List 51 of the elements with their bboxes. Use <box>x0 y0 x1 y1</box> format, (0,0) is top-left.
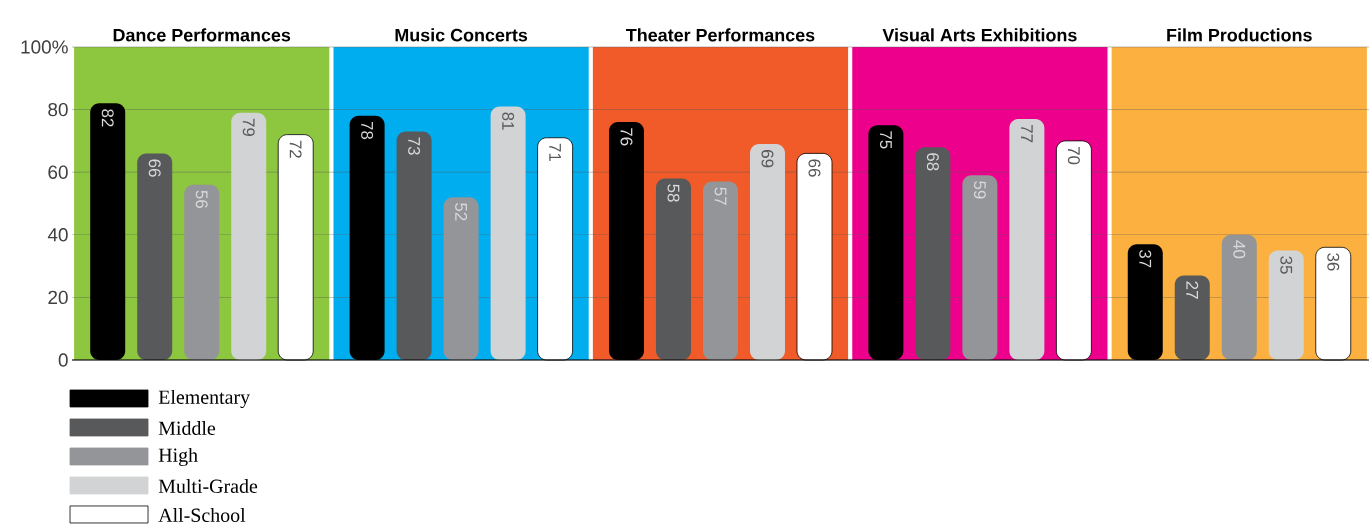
bar <box>1221 234 1257 360</box>
bar <box>490 106 526 360</box>
bar <box>1268 250 1304 360</box>
y-tick-label: 0 <box>58 353 68 367</box>
data-label: 37 <box>1139 250 1152 268</box>
legend-label: Elementary <box>158 389 250 409</box>
bar <box>962 175 998 360</box>
data-label: 72 <box>289 140 302 158</box>
data-label: 68 <box>926 153 939 171</box>
y-tick-label: 40 <box>47 228 68 242</box>
bar <box>184 184 220 360</box>
data-label: 27 <box>1186 281 1199 299</box>
y-tick-label: 20 <box>48 290 68 305</box>
legend-label: Multi-Grade <box>158 478 258 493</box>
data-label: 58 <box>667 184 680 202</box>
bar <box>231 112 267 360</box>
data-label: 81 <box>502 112 515 130</box>
x-tick-label: Music Concerts <box>395 28 528 42</box>
x-tick-label: Film Productions <box>1167 28 1312 42</box>
data-label: 70 <box>1067 146 1080 165</box>
x-tick-label: Dance Performances <box>113 28 291 42</box>
legend-label: All-School <box>158 507 246 522</box>
y-tick-label: 80 <box>48 102 68 117</box>
data-label: 77 <box>1021 125 1033 143</box>
data-label: 76 <box>620 128 633 146</box>
data-label: 57 <box>714 187 727 205</box>
data-label: 66 <box>148 159 161 177</box>
y-tick-label: 100% <box>21 40 68 54</box>
data-label: 71 <box>549 143 561 161</box>
data-label: 56 <box>195 190 208 208</box>
data-label: 75 <box>879 131 892 149</box>
data-label: 78 <box>361 121 374 140</box>
data-label: 79 <box>242 118 255 136</box>
bar <box>1009 118 1045 360</box>
data-label: 52 <box>455 203 468 221</box>
legend-label: High <box>158 447 198 467</box>
data-label: 66 <box>808 159 821 177</box>
bar <box>749 144 785 360</box>
bar <box>443 197 479 360</box>
x-tick-label: Theater Performances <box>626 28 815 42</box>
legend-label: Middle <box>158 420 216 435</box>
data-label: 69 <box>761 150 774 168</box>
data-label: 36 <box>1327 253 1340 271</box>
bar <box>702 181 738 360</box>
data-label: 40 <box>1233 240 1246 259</box>
x-tick-label: Visual Arts Exhibitions <box>882 28 1077 42</box>
data-label: 82 <box>101 109 114 127</box>
y-tick-label: 60 <box>48 165 68 179</box>
data-label: 35 <box>1280 256 1293 274</box>
data-label: 73 <box>408 137 421 155</box>
data-label: 59 <box>973 181 986 199</box>
